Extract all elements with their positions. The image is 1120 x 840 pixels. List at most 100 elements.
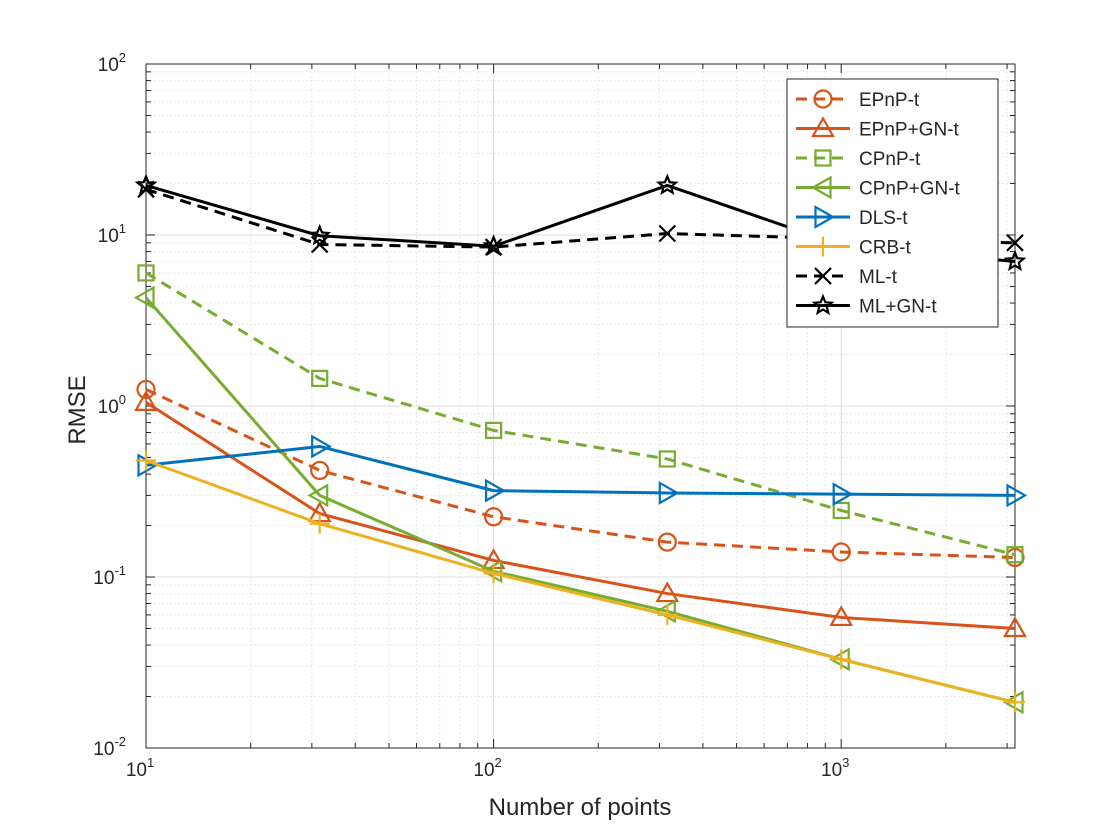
legend-label: DLS-t — [859, 208, 908, 229]
series-line-epnp-t — [145, 388, 1016, 560]
legend-label: EPnP+GN-t — [859, 120, 960, 141]
x-tick-label: 101 — [126, 755, 154, 781]
y-tick-label: 10-2 — [93, 734, 126, 760]
data-point-cpnp-t — [137, 264, 155, 282]
tick-base: 10 — [98, 226, 119, 247]
data-point-dls-t — [311, 434, 332, 459]
y-tick-label: 101 — [98, 221, 126, 247]
data-point-cpnp-gn-t — [655, 599, 676, 624]
x-tick-label: 102 — [473, 755, 501, 781]
data-point-ml-t — [1006, 234, 1024, 252]
data-point-dls-t — [485, 478, 506, 503]
data-point-crb-t — [1005, 692, 1025, 713]
data-point-epnp-t — [310, 460, 330, 481]
data-point-crb-t — [136, 450, 156, 471]
data-point-epnp-t — [831, 542, 851, 562]
svg-text:10-2: 10-2 — [93, 734, 126, 760]
data-point-cpnp-gn-t — [133, 285, 155, 310]
svg-text:101: 101 — [98, 221, 126, 247]
data-point-epnp-gn-t — [1003, 616, 1027, 638]
data-point-ml-gn-t — [482, 234, 505, 256]
data-point-crb-t — [831, 649, 852, 670]
legend-label: CPnP+GN-t — [859, 179, 961, 200]
series-line-cpnp-t — [145, 271, 1016, 557]
svg-text:102: 102 — [473, 755, 501, 781]
legend-label: ML-t — [859, 267, 898, 288]
data-point-cpnp-t — [658, 450, 676, 468]
tick-base: 10 — [126, 760, 147, 781]
legend-entry-ml-t: ML-t — [796, 267, 898, 288]
legend-entry-epnp-gn-t: EPnP+GN-t — [796, 116, 960, 141]
tick-exponent: 1 — [119, 221, 126, 236]
data-point-ml-gn-t — [655, 173, 679, 196]
data-point-cpnp-gn-t — [307, 483, 329, 508]
data-point-epnp-gn-t — [655, 581, 680, 603]
legend-entry-cpnp-gn-t: CPnP+GN-t — [796, 175, 961, 200]
svg-text:100: 100 — [98, 392, 126, 418]
legend: EPnP-t EPnP+GN-t CPnP-t CPnP+GN-t DLS-t CRB-t… — [786, 78, 999, 328]
series-crb-t — [136, 450, 1025, 713]
y-tick-label: 10-1 — [93, 563, 126, 589]
legend-box — [786, 78, 999, 328]
data-point-ml-gn-t — [308, 223, 332, 246]
tick-exponent: -2 — [114, 734, 126, 749]
legend-marker — [813, 236, 833, 257]
svg-text:101: 101 — [126, 755, 154, 781]
legend-marker — [814, 149, 832, 167]
legend-label: CRB-t — [859, 238, 911, 259]
legend-marker — [813, 89, 833, 109]
data-point-epnp-gn-t — [134, 390, 158, 411]
tick-exponent: -1 — [114, 563, 126, 578]
data-point-cpnp-t — [832, 501, 850, 520]
series-dls-t — [137, 434, 1028, 508]
tick-exponent: 1 — [147, 755, 154, 770]
y-tick-label: 102 — [98, 50, 126, 76]
x-axis-label: Number of points — [489, 794, 672, 821]
data-point-epnp-t — [136, 379, 156, 400]
data-point-cpnp-t — [311, 369, 329, 388]
data-point-cpnp-t — [485, 421, 503, 439]
legend-marker — [814, 205, 836, 229]
legend-label: EPnP-t — [859, 90, 920, 111]
y-axis-label: RMSE — [64, 375, 91, 444]
legend-marker — [810, 175, 832, 200]
tick-base: 10 — [93, 568, 114, 589]
legend-label: CPnP-t — [859, 149, 921, 170]
legend-entry-ml-gn-t: ML+GN-t — [796, 293, 937, 318]
data-point-ml-gn-t — [134, 173, 158, 196]
series-cpnp-t — [137, 264, 1024, 564]
tick-exponent: 2 — [119, 50, 126, 65]
tick-exponent: 3 — [842, 755, 849, 770]
tick-base: 10 — [98, 55, 119, 76]
tick-exponent: 2 — [495, 755, 502, 770]
data-point-ml-gn-t — [1003, 249, 1027, 272]
series-layer — [133, 173, 1028, 715]
tick-base: 10 — [473, 760, 494, 781]
svg-text:102: 102 — [98, 50, 126, 76]
legend-entry-dls-t: DLS-t — [796, 205, 908, 229]
data-point-ml-t — [658, 224, 677, 243]
x-tick-label: 103 — [821, 755, 849, 781]
legend-entry-epnp-t: EPnP-t — [796, 89, 920, 111]
data-point-dls-t — [832, 482, 854, 507]
series-line-epnp-gn-t — [145, 401, 1016, 630]
legend-entry-crb-t: CRB-t — [796, 236, 911, 259]
data-point-crb-t — [483, 563, 504, 584]
data-point-cpnp-t — [1006, 546, 1024, 564]
data-point-cpnp-gn-t — [481, 559, 503, 584]
legend-entry-cpnp-t: CPnP-t — [796, 149, 921, 170]
legend-marker — [811, 116, 835, 138]
data-point-crb-t — [309, 513, 330, 534]
legend-marker — [814, 267, 832, 285]
data-point-epnp-t — [657, 532, 677, 552]
data-point-epnp-t — [484, 507, 504, 527]
data-point-dls-t — [658, 481, 680, 505]
data-point-epnp-gn-t — [829, 605, 854, 627]
series-epnp-gn-t — [134, 390, 1027, 638]
data-point-dls-t — [1006, 483, 1028, 508]
series-line-ml-t — [145, 187, 1016, 249]
legend-marker — [811, 293, 835, 316]
axes — [145, 63, 1016, 749]
